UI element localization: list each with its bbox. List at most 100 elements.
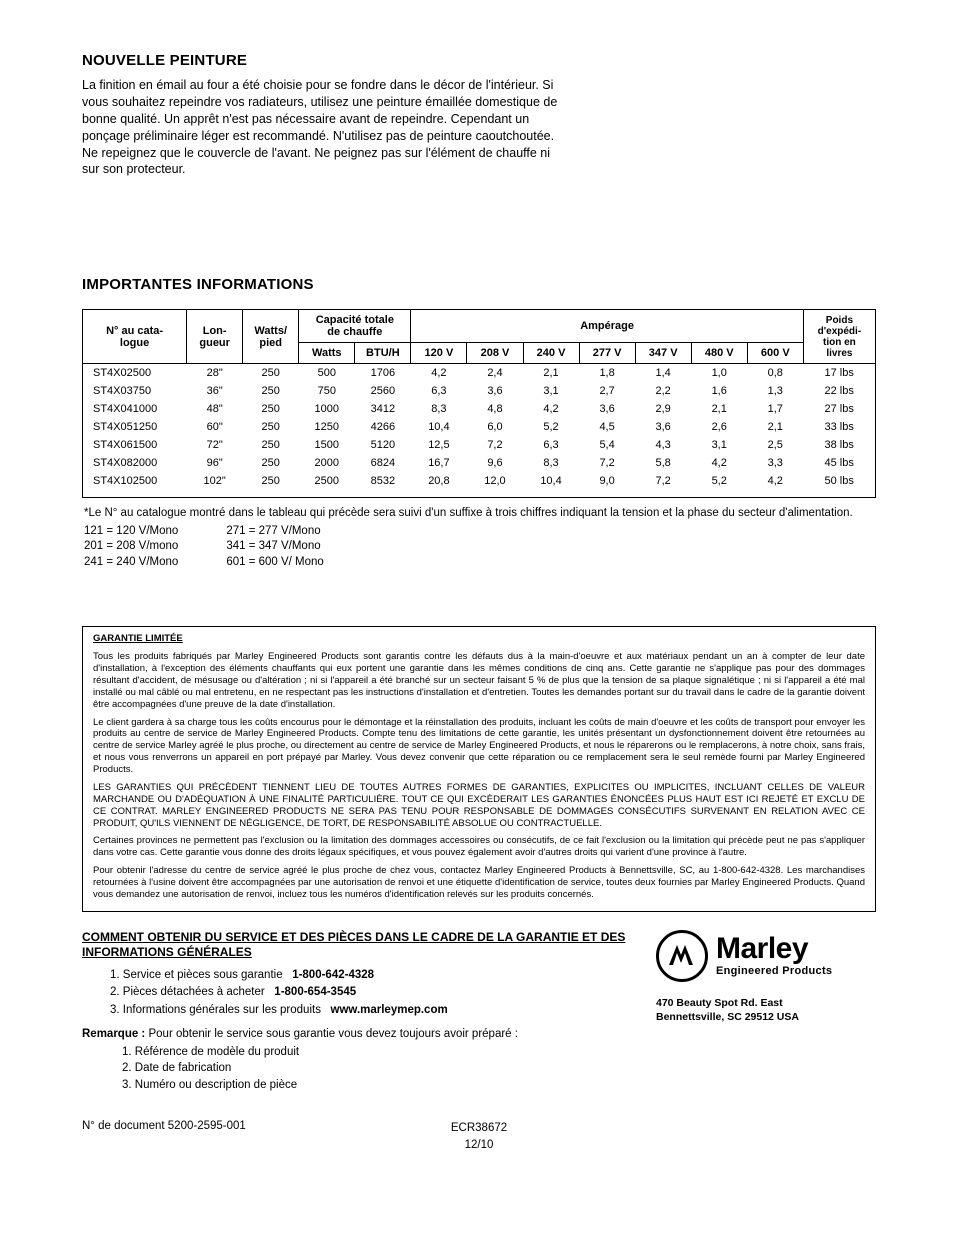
table-cell: ST4X051250 (83, 418, 187, 436)
table-cell: 3,6 (467, 382, 523, 400)
voltage-code: 241 = 240 V/Mono (84, 555, 178, 571)
table-cell: 2,1 (691, 400, 747, 418)
service-title: COMMENT OBTENIR DU SERVICE ET DES PIÈCES… (82, 930, 636, 961)
th-amperage: Ampérage (411, 310, 803, 343)
spec-table: N° au cata- logue Lon- gueur Watts/ pied… (82, 309, 876, 498)
table-cell: 1706 (355, 364, 411, 383)
logo-block: Marley Engineered Products 470 Beauty Sp… (656, 930, 876, 1024)
table-cell: 750 (299, 382, 355, 400)
note-label: Remarque : (82, 1028, 145, 1040)
table-cell: 1500 (299, 436, 355, 454)
table-cell: 5,2 (523, 418, 579, 436)
table-cell: 9,6 (467, 454, 523, 472)
table-cell: 250 (243, 364, 299, 383)
table-cell: 7,2 (635, 472, 691, 498)
table-cell: 36" (187, 382, 243, 400)
table-cell: 72" (187, 436, 243, 454)
table-row: ST4X05125060"2501250426610,46,05,24,53,6… (83, 418, 876, 436)
logo-sub: Engineered Products (716, 966, 832, 977)
table-cell: 4,2 (747, 472, 803, 498)
table-cell: ST4X02500 (83, 364, 187, 383)
table-footnote: *Le N° au catalogue montré dans le table… (84, 506, 876, 522)
th-120v: 120 V (411, 343, 467, 364)
table-cell: 2,6 (691, 418, 747, 436)
voltage-code: 121 = 120 V/Mono (84, 524, 178, 540)
table-cell: 1,3 (747, 382, 803, 400)
warranty-p1: Tous les produits fabriqués par Marley E… (93, 651, 865, 710)
table-cell: 5120 (355, 436, 411, 454)
table-cell: 1,7 (747, 400, 803, 418)
warranty-title: GARANTIE LIMITÉE (93, 633, 865, 645)
table-cell: 3,6 (635, 418, 691, 436)
table-cell: 60" (187, 418, 243, 436)
table-cell: 1250 (299, 418, 355, 436)
table-cell: 4,2 (691, 454, 747, 472)
voltage-code: 601 = 600 V/ Mono (226, 555, 324, 571)
service-req-item: 2. Date de fabrication (122, 1060, 636, 1077)
service-req-item: 1. Référence de modèle du produit (122, 1044, 636, 1061)
table-cell: 27 lbs (803, 400, 875, 418)
service-item: 3. Informations générales sur les produi… (110, 1002, 636, 1019)
table-cell: 16,7 (411, 454, 467, 472)
table-cell: 6,0 (467, 418, 523, 436)
table-row: ST4X06150072"2501500512012,57,26,35,44,3… (83, 436, 876, 454)
table-cell: 4,3 (635, 436, 691, 454)
th-600v: 600 V (747, 343, 803, 364)
th-277v: 277 V (579, 343, 635, 364)
table-cell: 2,2 (635, 382, 691, 400)
table-cell: 3,3 (747, 454, 803, 472)
table-cell: 2,5 (747, 436, 803, 454)
th-weight: Poids d'expédi- tion en livres (803, 310, 875, 364)
table-cell: 2,1 (523, 364, 579, 383)
table-cell: 10,4 (523, 472, 579, 498)
table-cell: 4266 (355, 418, 411, 436)
table-cell: 500 (299, 364, 355, 383)
addr-line1: 470 Beauty Spot Rd. East (656, 996, 876, 1010)
table-cell: 12,0 (467, 472, 523, 498)
table-cell: ST4X061500 (83, 436, 187, 454)
footer-ecr: ECR38672 (451, 1122, 507, 1134)
table-cell: 102" (187, 472, 243, 498)
table-cell: 1,8 (579, 364, 635, 383)
table-cell: 2000 (299, 454, 355, 472)
table-row: ST4X08200096"2502000682416,79,68,37,25,8… (83, 454, 876, 472)
peinture-body: La finition en émail au four a été chois… (82, 77, 562, 178)
table-cell: 12,5 (411, 436, 467, 454)
table-row: ST4X0250028"25050017064,22,42,11,81,41,0… (83, 364, 876, 383)
table-cell: 250 (243, 400, 299, 418)
doc-footer: N° de document 5200-2595-001 ECR38672 12… (82, 1120, 876, 1155)
table-row: ST4X04100048"250100034128,34,84,23,62,92… (83, 400, 876, 418)
table-cell: 7,2 (467, 436, 523, 454)
table-cell: 45 lbs (803, 454, 875, 472)
table-cell: 5,2 (691, 472, 747, 498)
table-cell: 250 (243, 436, 299, 454)
th-347v: 347 V (635, 343, 691, 364)
table-cell: 6824 (355, 454, 411, 472)
table-cell: 6,3 (411, 382, 467, 400)
table-cell: ST4X041000 (83, 400, 187, 418)
table-cell: 1,0 (691, 364, 747, 383)
th-length: Lon- gueur (187, 310, 243, 364)
service-note: Remarque : Pour obtenir le service sous … (82, 1027, 636, 1042)
table-cell: 48" (187, 400, 243, 418)
marley-logo-icon (656, 930, 708, 982)
warranty-p4: Certaines provinces ne permettent pas l'… (93, 835, 865, 859)
table-cell: 3412 (355, 400, 411, 418)
footer-date: 12/10 (465, 1139, 494, 1151)
table-cell: ST4X03750 (83, 382, 187, 400)
table-cell: 5,8 (635, 454, 691, 472)
logo-name: Marley (716, 934, 832, 964)
warranty-p2: Le client gardera à sa charge tous les c… (93, 717, 865, 776)
service-req-item: 3. Numéro ou description de pièce (122, 1077, 636, 1094)
table-cell: 7,2 (579, 454, 635, 472)
th-wpf: Watts/ pied (243, 310, 299, 364)
warranty-p5: Pour obtenir l'adresse du centre de serv… (93, 865, 865, 901)
table-cell: 28" (187, 364, 243, 383)
table-cell: ST4X102500 (83, 472, 187, 498)
th-catalog: N° au cata- logue (83, 310, 187, 364)
table-cell: 0,8 (747, 364, 803, 383)
table-cell: 8532 (355, 472, 411, 498)
table-cell: 20,8 (411, 472, 467, 498)
table-cell: 2,7 (579, 382, 635, 400)
table-cell: 96" (187, 454, 243, 472)
